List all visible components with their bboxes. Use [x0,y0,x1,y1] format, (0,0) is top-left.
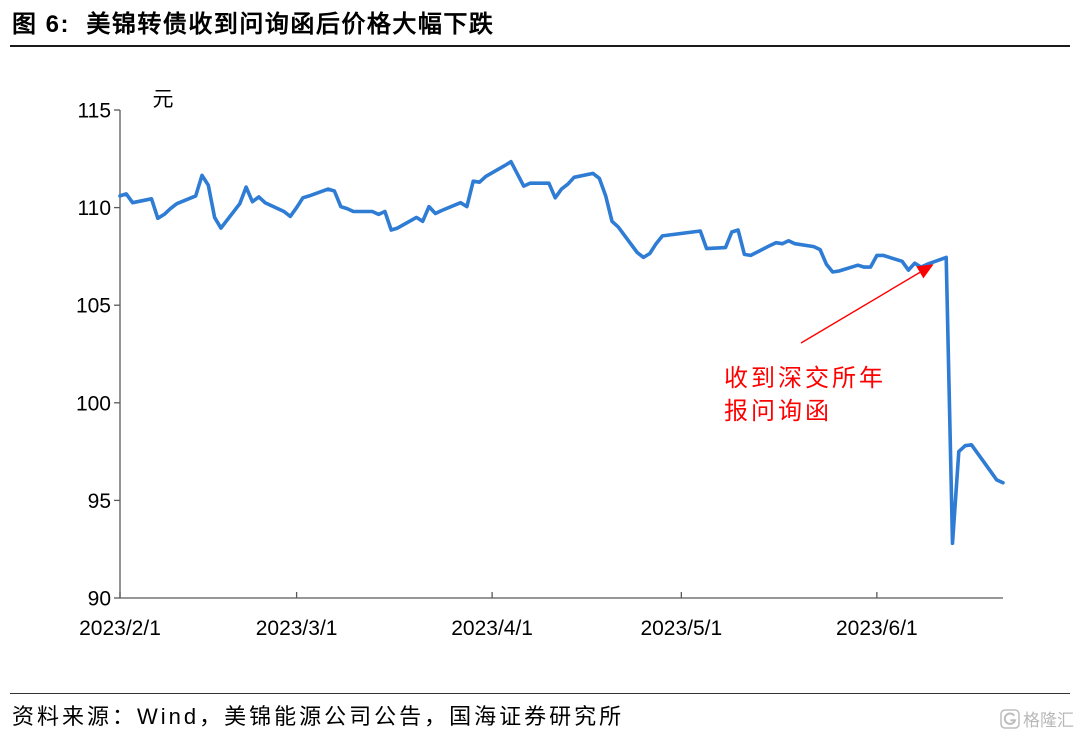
source-divider [10,693,1070,694]
annotation-arrow-line [800,271,921,344]
y-axis: 90 95 100 105 110 115 [76,100,121,611]
x-tick-label-2023-5-1: 2023/5/1 [640,617,722,640]
y-tick-label-115: 115 [78,100,111,123]
y-tick-label-100: 100 [76,392,111,415]
x-tick-group: 2023/2/1 2023/3/1 2023/4/1 2023/5/1 2023/6/1 [79,592,918,640]
y-tick-label-90: 90 [88,588,111,611]
source-note: 资料来源：Wind，美锦能源公司公告，国海证券研究所 [12,704,625,729]
x-tick-label-2023-3-1: 2023/3/1 [256,617,338,640]
title-divider [10,45,1070,47]
y-tick-label-105: 105 [76,295,111,318]
y-tick-label-110: 110 [78,197,111,220]
annotation: 收到深交所年 报问询函 [724,264,934,425]
x-tick-label-2023-4-1: 2023/4/1 [451,617,533,640]
annotation-arrow-head [916,264,934,279]
y-tick-label-95: 95 [88,490,111,513]
x-axis: 2023/2/1 2023/3/1 2023/4/1 2023/5/1 2023/6/1 [79,592,1003,640]
gelonghui-g-icon [1000,708,1020,729]
watermark-text: 格隆汇 [1023,711,1074,730]
series-line [118,159,1005,546]
x-tick-label-2023-6-1: 2023/6/1 [836,617,918,640]
x-tick-label-2023-2-1: 2023/2/1 [79,617,161,640]
figure-title: 图 6: 美锦转债收到问询函后价格大幅下跌 [12,11,495,38]
annotation-text-line-2: 报问询函 [724,397,832,425]
y-tick-group: 90 95 100 105 110 115 [76,100,120,611]
y-unit-label: 元 [153,88,174,111]
annotation-text-line-1: 收到深交所年 [724,364,886,392]
watermark-logo: 格隆汇 [1000,706,1074,731]
